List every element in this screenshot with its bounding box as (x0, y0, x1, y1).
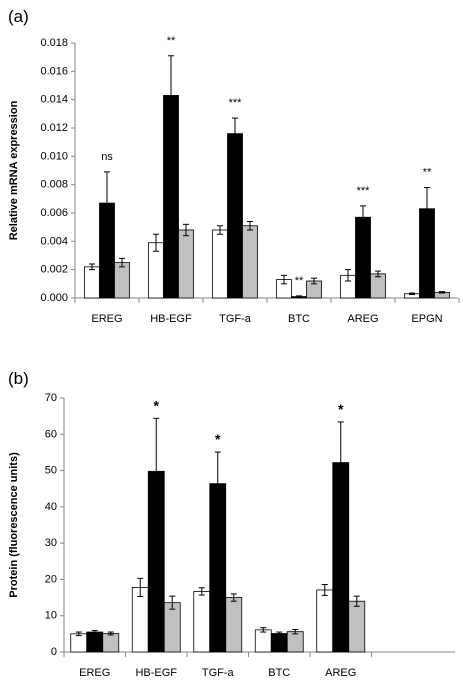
x-category-label: EPGN (411, 313, 442, 325)
bar-areg-series-3 (348, 600, 366, 653)
y-tick-label: 30 (45, 537, 57, 549)
significance-annotation: * (154, 397, 160, 413)
y-tick-label: 0 (51, 646, 57, 658)
bar-areg-series-3 (370, 273, 386, 299)
x-category-label: TGF-a (202, 667, 235, 679)
bar-tgf-a-series-2 (227, 133, 243, 299)
bar-ereg-series-2 (86, 631, 104, 653)
y-tick-label: 0.004 (40, 235, 68, 247)
significance-annotation: ** (167, 35, 176, 47)
x-category-label: EREG (91, 313, 122, 325)
y-tick-label: 60 (45, 428, 57, 440)
bar-btc-series-1 (254, 629, 272, 653)
y-tick-label: 0.012 (40, 122, 68, 134)
bar-areg-series-1 (316, 589, 334, 653)
panel-label: (b) (8, 369, 29, 388)
significance-annotation: ns (101, 151, 113, 163)
bar-ereg-series-1 (84, 266, 100, 299)
bar-tgf-a-series-3 (225, 597, 243, 653)
bar-hb-egf-series-1 (131, 587, 149, 653)
y-tick-label: 0.014 (40, 94, 68, 106)
x-category-label: AREG (325, 667, 356, 679)
x-category-label: TGF-a (219, 313, 252, 325)
significance-annotation: ** (423, 167, 432, 179)
x-category-label: BTC (268, 667, 290, 679)
significance-annotation: * (215, 431, 221, 447)
bar-areg-series-2 (355, 216, 371, 299)
bar-ereg-series-3 (114, 262, 130, 299)
y-tick-label: 0.006 (40, 207, 68, 219)
significance-annotation: ** (295, 275, 304, 287)
y-tick-label: 0.000 (40, 292, 68, 304)
bar-tgf-a-series-1 (193, 591, 211, 653)
y-tick-label: 10 (45, 610, 57, 622)
x-category-label: EREG (79, 667, 110, 679)
x-category-label: AREG (347, 313, 378, 325)
y-tick-label: 20 (45, 573, 57, 585)
bar-ereg-series-3 (102, 633, 120, 653)
y-tick-label: 0.016 (40, 65, 68, 77)
significance-annotation: *** (229, 97, 243, 109)
bar-tgf-a-series-1 (212, 229, 228, 299)
y-tick-label: 0.018 (40, 37, 68, 49)
significance-annotation: *** (357, 185, 371, 197)
y-tick-label: 0.002 (40, 264, 68, 276)
x-category-label: HB-EGF (150, 313, 192, 325)
chart-panel-b: (b) Protein (fluorescence units) 0 10 20 30 40… (8, 369, 455, 679)
bar-hb-egf-series-3 (163, 602, 181, 653)
y-tick-label: 50 (45, 465, 57, 477)
bar-btc-series-3 (286, 631, 304, 653)
x-category-label: BTC (288, 313, 310, 325)
significance-annotation: * (338, 401, 344, 417)
bar-hb-egf-series-3 (178, 229, 194, 299)
x-category-label: HB-EGF (135, 667, 177, 679)
chart-panel-a: (a) Relative mRNA expression 0.000 0.002 0.0… (8, 7, 460, 325)
y-axis-title: Protein (fluorescence units) (8, 452, 20, 598)
bar-btc-series-2 (270, 633, 288, 653)
y-tick-label: 0.008 (40, 179, 68, 191)
y-axis-title: Relative mRNA expression (8, 100, 20, 240)
bar-ereg-series-1 (70, 633, 88, 653)
y-tick-label: 40 (45, 501, 57, 513)
y-tick-label: 70 (45, 392, 57, 404)
bar-tgf-a-series-3 (242, 225, 258, 299)
y-tick-label: 0.010 (40, 150, 68, 162)
panel-label: (a) (8, 7, 29, 26)
